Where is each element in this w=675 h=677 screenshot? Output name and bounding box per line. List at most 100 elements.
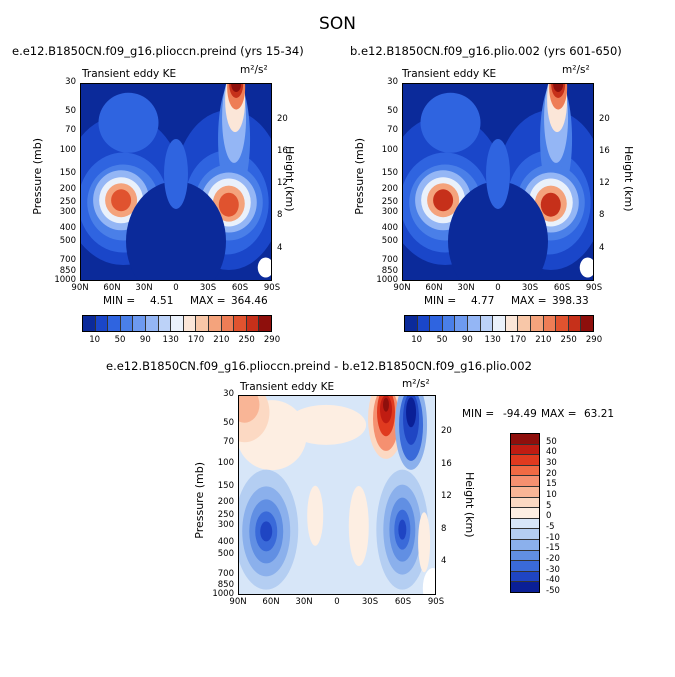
right-pressure-tick: 70 <box>387 124 398 135</box>
diff-lat-tick: 90S <box>427 597 445 607</box>
colorbar-label: 30 <box>546 458 557 468</box>
contour-region <box>98 92 159 153</box>
right-ylabel: Pressure (mb) <box>353 138 366 215</box>
colorbar-swatch <box>511 539 539 551</box>
left-min-label: MIN = <box>103 295 136 307</box>
left-lat-tick: 60N <box>103 283 121 293</box>
diff-colorbar <box>510 433 540 593</box>
colorbar-label: 90 <box>139 335 151 345</box>
colorbar-swatch <box>511 508 539 519</box>
colorbar-swatch <box>556 316 569 331</box>
colorbar-swatch <box>480 316 494 331</box>
left-pressure-tick: 50 <box>65 105 76 116</box>
colorbar-swatch <box>511 476 539 487</box>
colorbar-swatch <box>511 434 539 445</box>
colorbar-label: -30 <box>546 564 560 575</box>
colorbar-label: 10 <box>411 335 423 345</box>
colorbar-label: 5 <box>546 500 552 511</box>
left-contour-plot <box>80 83 272 281</box>
colorbar-swatch <box>442 316 456 331</box>
left-max-label: MAX = <box>190 295 226 307</box>
diff-pressure-tick: 100 <box>217 457 234 468</box>
diff-max-label: MAX = <box>541 408 577 420</box>
left-pressure-tick: 400 <box>59 223 76 234</box>
colorbar-label: 40 <box>546 447 557 458</box>
left-pressure-tick: 500 <box>59 235 76 246</box>
colorbar-swatch <box>133 316 146 331</box>
right-pressure-tick: 850 <box>381 265 398 276</box>
left-pressure-tick: 850 <box>59 265 76 276</box>
colorbar-label: -10 <box>546 532 560 543</box>
colorbar-swatch <box>511 550 539 562</box>
contour-region <box>307 485 324 546</box>
right-y2label: Height (km) <box>622 146 635 212</box>
contour-region <box>260 521 273 542</box>
left-pressure-tick: 1000 <box>54 275 76 285</box>
contour-region <box>286 404 367 445</box>
diff-lat-tick: 30N <box>295 597 313 607</box>
right-pressure-tick: 300 <box>381 207 398 218</box>
diff-pressure-tick: 700 <box>217 568 234 579</box>
diff-pressure-tick: 30 <box>223 389 234 399</box>
colorbar-label: -40 <box>546 575 560 586</box>
figure-title: SON <box>319 14 356 34</box>
right-height-tick: 12 <box>599 178 610 189</box>
diff-lat-tick: 60N <box>262 597 280 607</box>
left-y2label: Height (km) <box>283 146 296 212</box>
left-height-tick: 8 <box>277 210 283 221</box>
left-lat-tick: 0 <box>173 283 179 293</box>
colorbar-swatch <box>430 316 443 331</box>
diff-pressure-tick: 70 <box>223 437 234 448</box>
colorbar-label: 130 <box>162 335 179 345</box>
colorbar-label: 50 <box>114 335 126 345</box>
right-pressure-tick: 150 <box>381 167 398 178</box>
right-contour-svg <box>403 84 593 280</box>
colorbar-label: 50 <box>546 436 557 447</box>
colorbar-label: 10 <box>546 490 557 500</box>
colorbar-swatch <box>183 316 197 331</box>
right-height-tick: 20 <box>599 113 610 124</box>
missing-data-region <box>579 257 593 278</box>
colorbar-label: -50 <box>546 586 560 596</box>
colorbar-swatch <box>543 316 557 331</box>
contour-region <box>164 138 188 209</box>
colorbar-label: 170 <box>187 335 205 345</box>
colorbar-swatch <box>511 444 539 456</box>
colorbar-swatch <box>158 316 172 331</box>
contour-region <box>418 512 431 573</box>
right-max-label: MAX = <box>511 295 547 307</box>
diff-pressure-tick: 200 <box>217 497 234 508</box>
diff-height-tick: 8 <box>441 523 447 534</box>
colorbar-label: 130 <box>484 335 501 345</box>
colorbar-swatch <box>95 316 109 331</box>
diff-pressure-tick: 1000 <box>212 589 234 599</box>
colorbar-swatch <box>108 316 121 331</box>
left-height-tick: 4 <box>277 242 283 253</box>
right-pressure-tick: 50 <box>387 105 398 116</box>
colorbar-label: -5 <box>546 522 555 532</box>
colorbar-swatch <box>455 316 468 331</box>
colorbar-swatch <box>221 316 235 331</box>
right-height-tick: 8 <box>599 210 605 221</box>
colorbar-swatch <box>530 316 544 331</box>
missing-data-region <box>422 568 435 594</box>
colorbar-swatch <box>145 316 159 331</box>
right-lat-tick: 30S <box>521 283 539 293</box>
contour-region <box>348 486 369 567</box>
missing-data-region <box>257 257 271 278</box>
diff-pressure-tick: 50 <box>223 418 234 429</box>
left-lat-tick: 30S <box>199 283 217 293</box>
left-lat-tick: 90S <box>263 283 281 293</box>
colorbar-swatch <box>511 455 539 466</box>
colorbar-swatch <box>511 529 539 540</box>
diff-pressure-tick: 850 <box>217 579 234 590</box>
colorbar-swatch <box>493 316 506 331</box>
colorbar-swatch <box>246 316 260 331</box>
diff-height-tick: 4 <box>441 556 447 567</box>
colorbar-swatch <box>511 486 539 498</box>
colorbar-swatch <box>171 316 184 331</box>
right-lat-tick: 90S <box>585 283 603 293</box>
left-pressure-tick: 700 <box>59 254 76 265</box>
contour-region <box>231 84 242 92</box>
left-pressure-tick: 100 <box>59 144 76 155</box>
